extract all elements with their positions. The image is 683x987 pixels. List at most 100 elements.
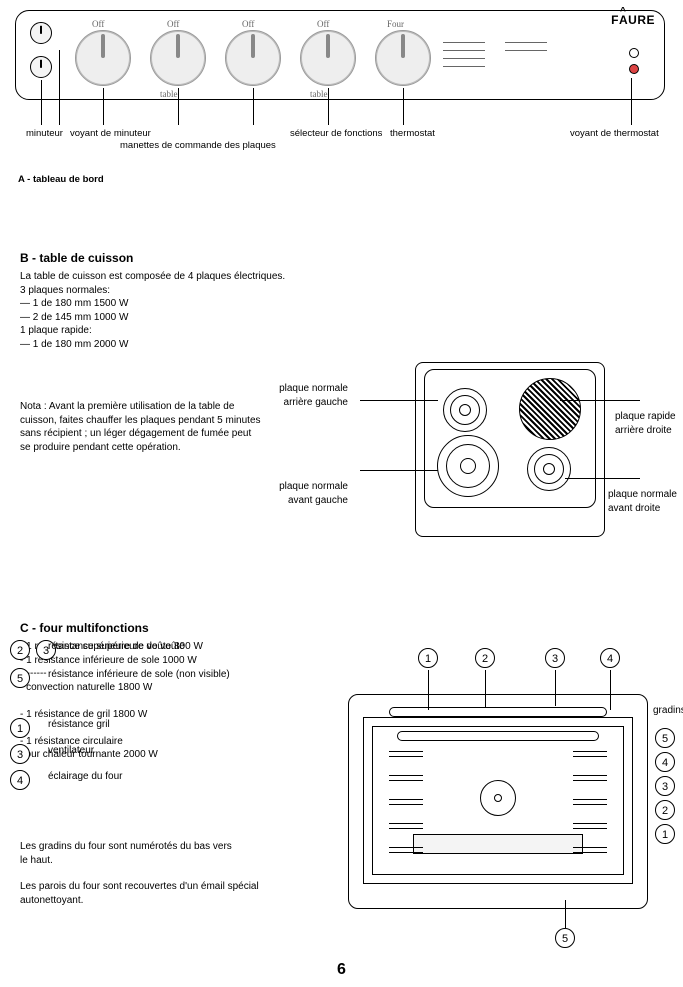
leader bbox=[610, 670, 611, 710]
hob-diagram bbox=[415, 362, 605, 537]
gradin-num: 5 bbox=[655, 728, 675, 748]
oven-selector-knob[interactable] bbox=[300, 30, 356, 86]
plate-front-right bbox=[527, 447, 571, 491]
leader bbox=[485, 670, 486, 708]
oven-top-bullet: 1 bbox=[418, 648, 438, 668]
thermostat-knob[interactable] bbox=[375, 30, 431, 86]
section-c-para3: Les parois du four sont recouvertes d'un… bbox=[20, 880, 340, 907]
leader bbox=[555, 670, 556, 706]
oven-rail bbox=[389, 823, 423, 829]
section-c-title: C - four multifonctions bbox=[20, 620, 149, 636]
oven-bottom-bullet: 5 bbox=[555, 928, 575, 948]
legend-text: ventilateur bbox=[48, 744, 94, 758]
hob-inner bbox=[424, 369, 596, 508]
leader bbox=[103, 88, 104, 125]
hob-cap-bl: plaque normale arrière gauche bbox=[279, 382, 348, 409]
plate-front-left bbox=[437, 435, 499, 497]
hob-cap-fl: plaque normale avant gauche bbox=[279, 480, 348, 507]
oven-rail bbox=[389, 751, 423, 757]
oven-diagram bbox=[348, 694, 648, 909]
oven-rail bbox=[389, 799, 423, 805]
legend-text: éclairage du four bbox=[48, 770, 123, 784]
hob-knob-3[interactable] bbox=[225, 30, 281, 86]
knob-sublabel: table bbox=[310, 88, 328, 100]
section-b-title: B - table de cuisson bbox=[20, 250, 133, 266]
legend-num: 4 bbox=[10, 770, 30, 790]
mode-line bbox=[443, 50, 485, 51]
mode-line bbox=[443, 42, 485, 43]
leader bbox=[360, 470, 438, 471]
leader bbox=[360, 400, 438, 401]
oven-sole bbox=[413, 834, 583, 854]
oven-rail bbox=[573, 775, 607, 781]
caption-thermostat: thermostat bbox=[390, 128, 435, 141]
brand-logo: FAURE bbox=[611, 12, 655, 28]
leader bbox=[328, 88, 329, 125]
oven-top-tube bbox=[389, 707, 607, 717]
minute-minder-knob[interactable] bbox=[30, 22, 52, 44]
mode-line bbox=[505, 42, 547, 43]
gradin-num: 3 bbox=[655, 776, 675, 796]
leader bbox=[631, 78, 632, 125]
oven-rail bbox=[573, 751, 607, 757]
gradin-num: 1 bbox=[655, 824, 675, 844]
leader bbox=[560, 400, 640, 401]
knob-label: Four bbox=[387, 18, 404, 30]
knob-label: Off bbox=[317, 18, 329, 30]
hob-cap-br: plaque rapide arrière droite bbox=[615, 410, 676, 437]
mode-line bbox=[443, 66, 485, 67]
leader bbox=[565, 900, 566, 928]
mode-line bbox=[505, 50, 547, 51]
leader bbox=[178, 88, 179, 125]
legend-text: résistance gril bbox=[48, 718, 110, 732]
leader bbox=[565, 478, 640, 479]
leader bbox=[403, 88, 404, 125]
page-number: 6 bbox=[0, 959, 683, 981]
oven-top-bullet: 3 bbox=[545, 648, 565, 668]
oven-top-bullet: 4 bbox=[600, 648, 620, 668]
legend-text: résistance supérieure de voûte bbox=[48, 640, 185, 654]
section-c-para2: Les gradins du four sont numérotés du ba… bbox=[20, 840, 340, 867]
lamp-indicator-off bbox=[629, 48, 639, 58]
caption-minute: minuteur bbox=[26, 128, 63, 141]
oven-fan bbox=[480, 780, 516, 816]
caption-selector: sélecteur de fonctions bbox=[290, 128, 382, 141]
oven-grill bbox=[397, 731, 599, 741]
oven-cavity bbox=[363, 717, 633, 884]
caption-thermo-lamp: voyant de thermostat bbox=[570, 128, 659, 141]
legend-num: 1 bbox=[10, 718, 30, 738]
hob-cap-fr: plaque normale avant droite bbox=[608, 488, 677, 515]
plate-back-left bbox=[443, 388, 487, 432]
caption-lamp-minute: voyant de minuteur bbox=[70, 128, 151, 141]
hob-knob-1[interactable] bbox=[75, 30, 131, 86]
section-b-para1: La table de cuisson est composée de 4 pl… bbox=[20, 270, 340, 351]
knob-label: Off bbox=[92, 18, 104, 30]
oven-rail bbox=[389, 775, 423, 781]
caption-hob-knobs: manettes de commande des plaques bbox=[120, 140, 310, 153]
oven-rail bbox=[573, 799, 607, 805]
hob-knob-2[interactable] bbox=[150, 30, 206, 86]
gradin-num: 2 bbox=[655, 800, 675, 820]
legend-num: 5 bbox=[10, 668, 30, 688]
leader bbox=[253, 88, 254, 125]
panel-caption-head: A - tableau de bord bbox=[18, 174, 104, 187]
knob-label: Off bbox=[167, 18, 179, 30]
mode-line bbox=[443, 58, 485, 59]
gradins-label: gradins bbox=[653, 704, 683, 718]
page: Off Off Off Off Four table table FAURE A… bbox=[0, 0, 683, 987]
knob-sublabel: table bbox=[160, 88, 178, 100]
leader bbox=[428, 670, 429, 710]
lamp-indicator-on bbox=[629, 64, 639, 74]
oven-rail bbox=[573, 847, 607, 853]
oven-top-bullet: 2 bbox=[475, 648, 495, 668]
timer-knob[interactable] bbox=[30, 56, 52, 78]
leader bbox=[41, 80, 42, 125]
legend-text: résistance inférieure de sole (non visib… bbox=[48, 668, 230, 682]
gradin-num: 4 bbox=[655, 752, 675, 772]
plate-back-right-rapid bbox=[519, 378, 581, 440]
leader bbox=[59, 50, 60, 125]
oven-cavity-inner bbox=[372, 726, 624, 875]
oven-rail bbox=[573, 823, 607, 829]
oven-rail bbox=[389, 847, 423, 853]
legend-num: 2 bbox=[10, 640, 30, 660]
